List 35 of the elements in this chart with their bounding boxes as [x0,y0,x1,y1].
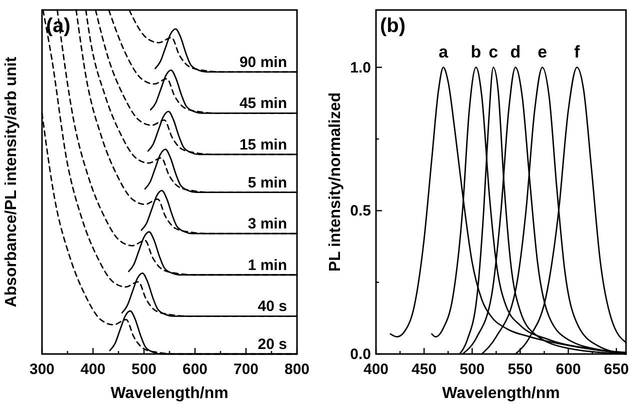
series-label: f [574,42,580,62]
x-tick-label: 400 [80,361,106,378]
y-axis-title: Absorbance/PL intensity/arb unit [3,56,20,308]
x-tick-label: 600 [182,361,208,378]
series-label: b [470,42,482,62]
x-tick-label: 600 [556,361,581,378]
x-tick-label: 500 [131,361,157,378]
y-tick-label: 0.5 [350,202,371,220]
series-label: 1 min [248,256,287,274]
series-label: 5 min [248,174,287,192]
series-label: 90 min [239,54,287,71]
series-label: d [510,42,521,62]
y-tick-label: 0.0 [350,346,371,363]
x-axis-title: Wavelength/nm [110,385,228,402]
x-tick-label: 800 [284,361,310,378]
y-axis-title: PL intensity/normalized [327,92,344,272]
series-label: 20 s [258,336,287,353]
annotation: (b) [380,15,406,37]
x-tick-label: 700 [233,361,259,378]
x-tick-label: 650 [604,361,629,378]
annotation: (a) [46,15,70,37]
x-tick-label: 400 [363,361,389,378]
series-label: c [488,42,498,62]
x-axis-title: Wavelength/nm [442,385,560,402]
x-tick-label: 300 [29,361,55,378]
series-label: 45 min [239,95,287,112]
series-label: e [538,42,548,62]
series-label: a [438,42,449,62]
x-tick-label: 500 [460,361,485,378]
x-tick-label: 550 [508,361,533,378]
series-label: 15 min [239,136,287,154]
series-label: 40 s [258,298,287,316]
series-label: 3 min [248,216,287,233]
y-tick-label: 1.0 [350,59,371,76]
x-tick-label: 450 [412,361,437,378]
